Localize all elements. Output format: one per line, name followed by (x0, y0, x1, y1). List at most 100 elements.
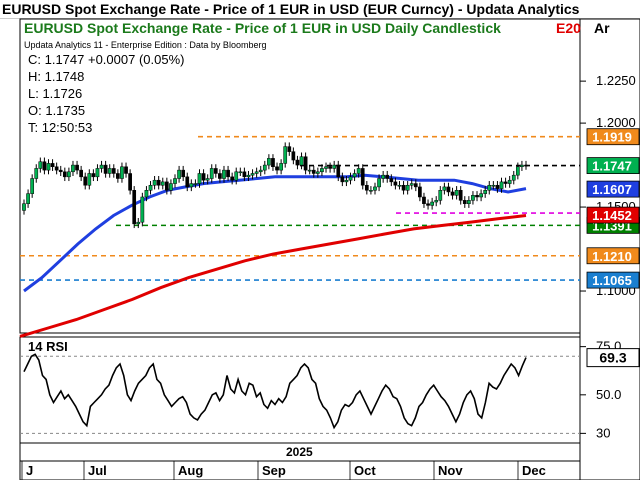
chart-subtitle: Updata Analytics 11 - Enterprise Edition… (24, 40, 266, 50)
candle-body (336, 164, 341, 178)
price-tick-label: 1.2000 (596, 115, 636, 130)
candle-body (156, 179, 161, 186)
price-label-box (586, 247, 640, 265)
candle-body (38, 161, 43, 169)
candle-body (401, 184, 406, 191)
candle-body (471, 195, 475, 201)
candle-body (369, 190, 373, 192)
candle-body (332, 164, 337, 169)
candle-body (279, 163, 283, 171)
candle-body (50, 163, 55, 168)
candle-body (430, 201, 434, 206)
price-tick-label: 1.2250 (596, 73, 636, 88)
rsi-value-label: 69.3 (599, 350, 626, 366)
candle-body (515, 166, 520, 176)
candle-body (164, 181, 169, 191)
candle-body (311, 169, 316, 174)
candle-body (197, 173, 202, 184)
candle-body (271, 158, 275, 168)
date-tick-label: J (26, 463, 33, 478)
candle-body (246, 174, 251, 178)
candle-body (213, 168, 218, 174)
ohlc-low: L: 1.1726 (28, 86, 82, 101)
candle-body (320, 168, 324, 173)
rsi-tick-label: 30 (596, 425, 610, 440)
axis-header: Ar (594, 20, 610, 36)
candle-body (62, 171, 67, 178)
candle-body (467, 200, 471, 204)
candle-body (230, 176, 234, 181)
candle-body (458, 190, 463, 201)
candle-body (148, 184, 153, 191)
candle-body (287, 146, 292, 152)
candle-body (307, 169, 312, 172)
candle-body (495, 184, 500, 189)
candle-body (316, 171, 320, 174)
price-label-text: 1.1747 (592, 159, 632, 174)
candle-body (340, 176, 345, 183)
candle-body (324, 166, 328, 169)
rsi-tick-label: 50.0 (596, 387, 621, 402)
candle-body (22, 203, 26, 211)
ohlc-open: O: 1.1735 (28, 103, 85, 118)
candle-body (26, 193, 30, 204)
candle-body (499, 181, 504, 189)
candle-body (107, 168, 112, 174)
candle-body (450, 191, 455, 196)
candle-body (79, 169, 83, 178)
ohlc-high: H: 1.1748 (28, 69, 84, 84)
candle-body (352, 173, 357, 178)
candle-body (291, 151, 296, 161)
candle-body (222, 169, 226, 179)
window-title-bar: EURUSD Spot Exchange Rate - Price of 1 E… (0, 0, 640, 19)
candle-body (446, 186, 451, 193)
candle-body (462, 200, 467, 204)
candle-body (373, 186, 377, 191)
candle-body (91, 173, 96, 178)
candle-body (42, 161, 47, 171)
moving-averages (19, 173, 527, 338)
candle-body (54, 166, 59, 171)
candle-body (299, 156, 304, 166)
candle-body (83, 176, 88, 186)
moving-average-line (19, 214, 527, 338)
candle-body (169, 183, 173, 191)
candle-body (393, 181, 398, 186)
date-tick-label: Aug (178, 463, 203, 478)
price-labels: 1.19191.17471.13911.12101.10651.16071.14… (586, 128, 640, 289)
candle-body (128, 173, 132, 191)
rsi-panel (19, 336, 581, 444)
candle-body (262, 164, 267, 171)
candle-body (46, 163, 51, 171)
date-tick-label: Jul (88, 463, 107, 478)
candle-body (95, 168, 100, 178)
price-label-text: 1.1452 (592, 208, 632, 223)
candle-body (209, 168, 214, 179)
candle-body (413, 183, 418, 188)
candle-body (103, 164, 108, 174)
candle-body (189, 183, 194, 188)
candle-body (124, 166, 128, 174)
candle-body (283, 146, 288, 164)
candle-body (75, 164, 79, 171)
ohlc-time: T: 12:50:53 (28, 120, 92, 135)
candle-body (226, 169, 230, 178)
candle-body (136, 221, 141, 225)
candle-body (267, 158, 271, 166)
candle-body (242, 171, 247, 178)
candle-body (328, 166, 332, 169)
price-label-box (586, 206, 640, 224)
candle-body (218, 173, 222, 179)
rsi-title: 14 RSI (28, 339, 68, 354)
ohlc-close: C: 1.1747 +0.0007 (0.05%) (28, 52, 184, 67)
candle-body (418, 186, 422, 198)
candle-body (409, 183, 414, 186)
candle-body (438, 190, 443, 201)
candle-body (507, 179, 512, 184)
candle-body (254, 171, 259, 174)
price-label-text: 1.1607 (592, 182, 632, 197)
candle-body (356, 168, 361, 174)
candle-body (442, 186, 447, 191)
